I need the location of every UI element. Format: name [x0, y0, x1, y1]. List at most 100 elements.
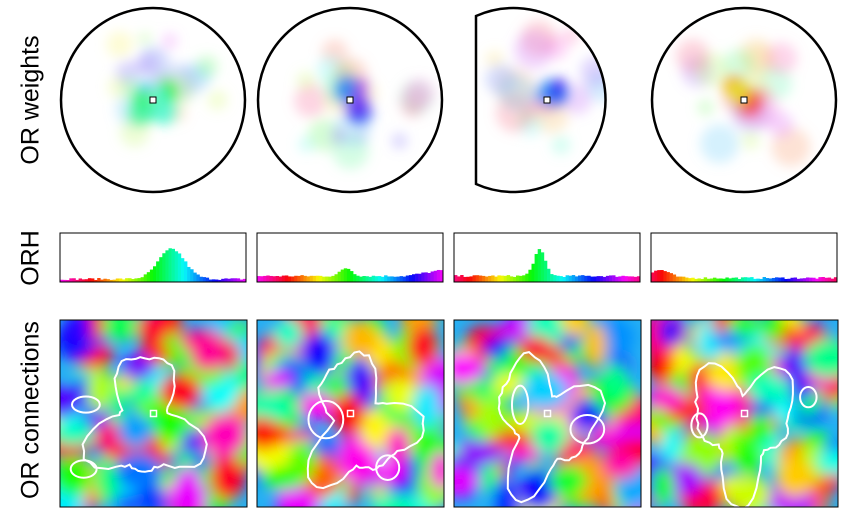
histogram-bin [128, 278, 131, 282]
blob [430, 451, 453, 489]
blob [413, 385, 440, 429]
histogram-bin [597, 276, 600, 282]
histogram-bin [651, 272, 654, 282]
blob [549, 467, 588, 495]
row-label: OR connections [17, 321, 45, 499]
frame [651, 233, 837, 282]
blob [514, 31, 553, 70]
blob [804, 339, 851, 377]
histogram-bin [276, 276, 279, 282]
histogram-bin [615, 277, 618, 282]
histogram-bin [691, 278, 694, 282]
histogram-bin [356, 276, 359, 282]
histogram-bin [282, 276, 285, 282]
histogram-bin [353, 274, 356, 282]
histogram-bin [800, 278, 803, 282]
histogram-bin [335, 274, 338, 282]
histogram-bin [516, 276, 519, 282]
blob [207, 90, 227, 110]
histogram-bin [603, 277, 606, 282]
page: OR weights ORH OR connections (() => { c… [0, 0, 861, 511]
histogram-bin [234, 278, 237, 282]
histogram-bin [454, 275, 457, 282]
row-label: OR weights [17, 35, 45, 164]
blob [263, 370, 291, 390]
histogram-bin [134, 278, 137, 282]
histogram-bin [279, 277, 282, 282]
histogram-bin [794, 278, 797, 282]
blob [118, 415, 153, 448]
blob [580, 57, 610, 87]
blob [438, 466, 479, 496]
histogram-bin [538, 249, 541, 282]
histogram-bin [769, 278, 772, 282]
center-marker [150, 97, 156, 103]
histogram-bin [359, 277, 362, 282]
blob [129, 100, 155, 126]
histogram-bin [381, 277, 384, 282]
histogram-bin [566, 275, 569, 282]
blobs [294, 39, 434, 169]
blob [741, 131, 760, 150]
histogram-bin [431, 272, 434, 282]
blob [816, 449, 857, 473]
blob [553, 78, 567, 92]
histogram-bin [409, 275, 412, 282]
histogram-bin [144, 274, 147, 282]
histogram-bin [434, 271, 437, 282]
histogram-bin [269, 276, 272, 282]
histogram-bin [350, 271, 353, 282]
blob [128, 380, 154, 403]
blob [499, 75, 535, 111]
blob [175, 467, 201, 508]
histogram-bin [532, 264, 535, 282]
histogram-bin [803, 278, 806, 282]
histogram-bin [400, 276, 403, 282]
histogram-bin [138, 278, 141, 282]
histogram-bin [72, 278, 75, 282]
histogram-bin [621, 276, 624, 282]
histogram-bin [273, 276, 276, 282]
histogram-bin [713, 278, 716, 282]
histogram-bin [412, 274, 415, 282]
orientation-map [631, 306, 857, 511]
histogram-bin [729, 278, 732, 282]
histogram [60, 233, 246, 282]
blobs [107, 31, 228, 147]
histogram-bin [660, 270, 663, 282]
histogram-bin [528, 270, 531, 282]
histogram-bin [193, 273, 196, 282]
blob [107, 31, 133, 57]
histogram-bin [822, 277, 825, 282]
histogram-bin [310, 276, 313, 282]
blob [407, 327, 438, 367]
histogram-bin [304, 276, 307, 282]
blob [190, 341, 226, 372]
histogram-bin [778, 278, 781, 282]
histogram-bin [316, 276, 319, 282]
histogram-bin [670, 273, 673, 282]
blob [478, 396, 505, 438]
histogram [257, 233, 443, 282]
histogram-bin [165, 250, 168, 282]
histogram-bin [169, 248, 172, 282]
blobs [631, 306, 857, 511]
blob [289, 440, 316, 482]
blob [247, 417, 278, 450]
blob [763, 315, 785, 340]
histogram-bin [479, 276, 482, 282]
histogram-bin [257, 276, 260, 282]
histogram-bin [175, 251, 178, 282]
histogram-bin [504, 276, 507, 282]
histogram-bin [541, 252, 544, 282]
histogram-bin [88, 278, 91, 282]
histogram-bin [688, 278, 691, 282]
blob [520, 373, 568, 409]
blob [750, 413, 772, 444]
blob [299, 392, 334, 420]
histogram-bin [575, 276, 578, 282]
blob [87, 368, 111, 412]
histogram-bin [362, 276, 365, 282]
blob [552, 136, 571, 155]
histogram-bin [190, 269, 193, 282]
